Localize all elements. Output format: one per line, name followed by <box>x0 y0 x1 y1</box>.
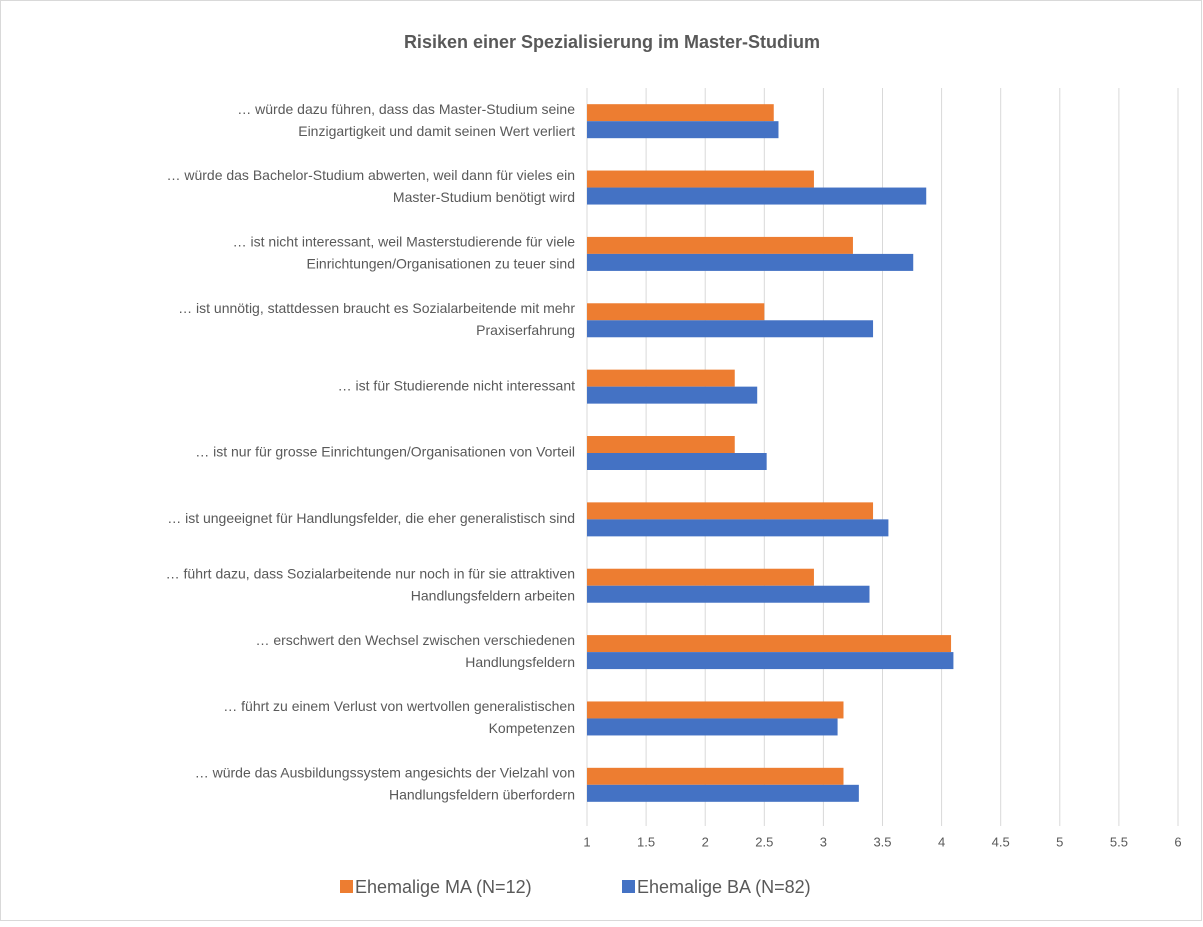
bar <box>587 718 838 736</box>
y-tick-label: Master-Studium benötigt wird <box>393 189 575 205</box>
x-tick-label: 2 <box>702 834 709 849</box>
y-tick-label: … führt zu einem Verlust von wertvollen … <box>223 698 575 714</box>
bar <box>587 187 927 205</box>
bar <box>587 784 859 802</box>
y-tick-label: Praxiserfahrung <box>476 322 575 338</box>
y-tick-label: Kompetenzen <box>489 720 575 736</box>
bar <box>587 652 954 670</box>
x-tick-label: 4 <box>938 834 945 849</box>
y-tick-label: … ist unnötig, stattdessen braucht es So… <box>178 300 575 316</box>
x-tick-label: 3.5 <box>873 834 891 849</box>
y-tick-label: … würde dazu führen, dass das Master-Stu… <box>237 101 575 117</box>
x-tick-label: 1 <box>583 834 590 849</box>
bar <box>587 121 779 139</box>
x-tick-label: 3 <box>820 834 827 849</box>
y-tick-label: … ist nicht interessant, weil Masterstud… <box>233 234 576 250</box>
legend-label: Ehemalige MA (N=12) <box>355 877 532 897</box>
y-tick-label: Handlungsfeldern <box>465 654 575 670</box>
x-tick-label: 4.5 <box>992 834 1010 849</box>
y-tick-label: … würde das Ausbildungssystem angesichts… <box>195 765 575 781</box>
y-tick-label: Einrichtungen/Organisationen zu teuer si… <box>306 256 575 272</box>
y-tick-label: … führt dazu, dass Sozialarbeitende nur … <box>166 565 575 581</box>
bar <box>587 369 735 387</box>
x-tick-label: 1.5 <box>637 834 655 849</box>
y-tick-label: Einzigartigkeit und damit seinen Wert ve… <box>298 123 575 139</box>
bar <box>587 453 767 470</box>
bar <box>587 701 844 719</box>
bar <box>587 568 814 586</box>
y-tick-label: Handlungsfeldern arbeiten <box>411 587 575 603</box>
x-tick-label: 2.5 <box>755 834 773 849</box>
y-tick-label: … ist ungeeignet für Handlungsfelder, di… <box>167 510 575 526</box>
legend-swatch <box>340 880 353 893</box>
bar <box>587 635 952 653</box>
x-tick-label: 6 <box>1174 834 1181 849</box>
y-tick-label: … ist nur für grosse Einrichtungen/Organ… <box>195 444 575 460</box>
bar <box>587 767 844 785</box>
y-tick-label: … würde das Bachelor-Studium abwerten, w… <box>166 167 575 183</box>
bar <box>587 253 914 271</box>
y-tick-label: Handlungsfeldern überfordern <box>389 787 575 803</box>
x-tick-label: 5.5 <box>1110 834 1128 849</box>
bar <box>587 170 814 188</box>
x-tick-label: 5 <box>1056 834 1063 849</box>
bar <box>587 585 870 603</box>
bar <box>587 519 889 537</box>
bar <box>587 502 874 520</box>
y-tick-label: … ist für Studierende nicht interessant <box>338 377 575 393</box>
bar <box>587 386 758 404</box>
legend-label: Ehemalige BA (N=82) <box>637 877 811 897</box>
bar <box>587 303 765 321</box>
y-tick-label: … erschwert den Wechsel zwischen verschi… <box>255 632 575 648</box>
legend-swatch <box>622 880 635 893</box>
bar <box>587 436 735 453</box>
bar <box>587 236 853 254</box>
bar <box>587 104 774 122</box>
bar <box>587 320 874 338</box>
chart-title: Risiken einer Spezialisierung im Master-… <box>404 32 820 52</box>
